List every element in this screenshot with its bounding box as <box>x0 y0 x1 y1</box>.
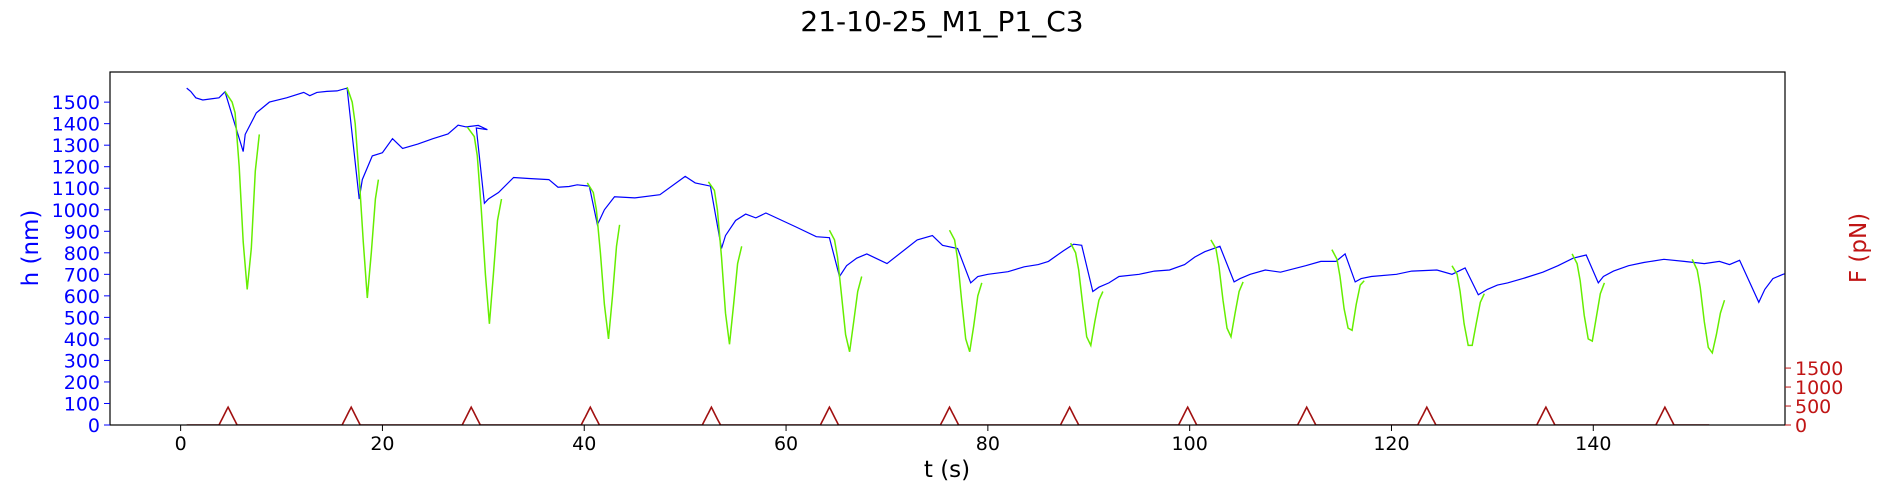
indent-segment-line <box>828 229 863 352</box>
plot-area <box>186 86 1785 425</box>
indent-segment-line <box>346 86 380 299</box>
y-left-tick-label: 700 <box>64 264 100 286</box>
indent-segment-line <box>586 182 621 339</box>
x-axis: 0 20 40 60 80 100 120 140 <box>175 425 1611 455</box>
indent-segment-line <box>1571 253 1606 343</box>
x-tick-label: 0 <box>175 433 187 455</box>
y-right-tick-label: 500 <box>1795 396 1831 418</box>
y-axis-left: 0100200300400500600700800900100011001200… <box>52 92 110 437</box>
y-right-tick-label: 0 <box>1795 415 1807 437</box>
x-tick-label: 100 <box>1172 433 1208 455</box>
y-left-tick-label: 100 <box>64 393 100 415</box>
y-left-tick-label: 300 <box>64 350 100 372</box>
y-left-tick-label: 900 <box>64 221 100 243</box>
indent-segment-line <box>224 90 261 290</box>
height-trace-line <box>186 87 1785 304</box>
y-left-tick-label: 1400 <box>52 114 100 136</box>
x-tick-label: 40 <box>572 433 596 455</box>
y-left-tick-label: 1300 <box>52 135 100 157</box>
y-left-tick-label: 1100 <box>52 178 100 200</box>
indent-segment-line <box>707 181 743 345</box>
y-left-tick-label: 0 <box>88 415 100 437</box>
chart-title: 21-10-25_M1_P1_C3 <box>800 5 1083 38</box>
indent-segment-line <box>1691 258 1726 355</box>
x-axis-label: t (s) <box>924 457 970 483</box>
indent-segment-line <box>466 126 503 324</box>
y-axis-left-label: h (nm) <box>18 210 44 287</box>
x-tick-label: 20 <box>370 433 394 455</box>
y-left-tick-label: 600 <box>64 286 100 308</box>
indent-segment-line <box>1451 265 1485 347</box>
y-left-tick-label: 1200 <box>52 157 100 179</box>
y-left-tick-label: 800 <box>64 243 100 265</box>
y-left-tick-label: 200 <box>64 372 100 394</box>
y-right-tick-label: 1500 <box>1795 358 1843 380</box>
x-tick-label: 120 <box>1373 433 1409 455</box>
indent-segment-line <box>1210 239 1244 340</box>
y-right-tick-label: 1000 <box>1795 377 1843 399</box>
indent-segment-line <box>1331 249 1365 332</box>
indent-segment-line <box>1069 242 1104 348</box>
series-group <box>186 86 1785 425</box>
x-tick-label: 80 <box>976 433 1000 455</box>
y-left-tick-label: 1500 <box>52 92 100 114</box>
y-axis-right-label: F (pN) <box>1846 213 1872 283</box>
y-left-tick-label: 500 <box>64 307 100 329</box>
plot-frame <box>109 71 1786 426</box>
y-left-tick-label: 400 <box>64 329 100 351</box>
x-tick-label: 60 <box>774 433 798 455</box>
indent-segment-line <box>948 229 983 353</box>
x-tick-label: 140 <box>1575 433 1611 455</box>
y-left-tick-label: 1000 <box>52 200 100 222</box>
force-trace-line <box>186 405 1710 425</box>
